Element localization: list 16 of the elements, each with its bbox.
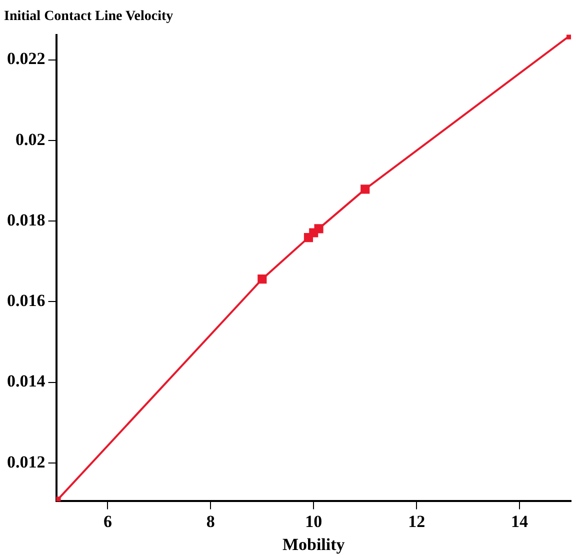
- x-tick-label: 10: [305, 512, 322, 531]
- y-tick-label: 0.022: [7, 49, 46, 68]
- y-tick-label: 0.012: [7, 452, 46, 472]
- y-tick-label: 0.014: [7, 372, 46, 391]
- chart-title: Initial Contact Line Velocity: [4, 9, 174, 24]
- x-tick-label: 12: [408, 512, 426, 531]
- x-tick-label: 8: [206, 512, 215, 531]
- point: [314, 224, 324, 234]
- x-tick-label: 14: [511, 512, 529, 531]
- x-tick-label: 6: [103, 512, 112, 531]
- point: [360, 184, 370, 194]
- y-tick-label: 0.018: [7, 210, 46, 230]
- y-tick-label: 0.016: [7, 291, 46, 310]
- x-axis-title: Mobility: [282, 535, 346, 554]
- y-tick-label: 0.02: [16, 130, 46, 149]
- point: [258, 274, 267, 284]
